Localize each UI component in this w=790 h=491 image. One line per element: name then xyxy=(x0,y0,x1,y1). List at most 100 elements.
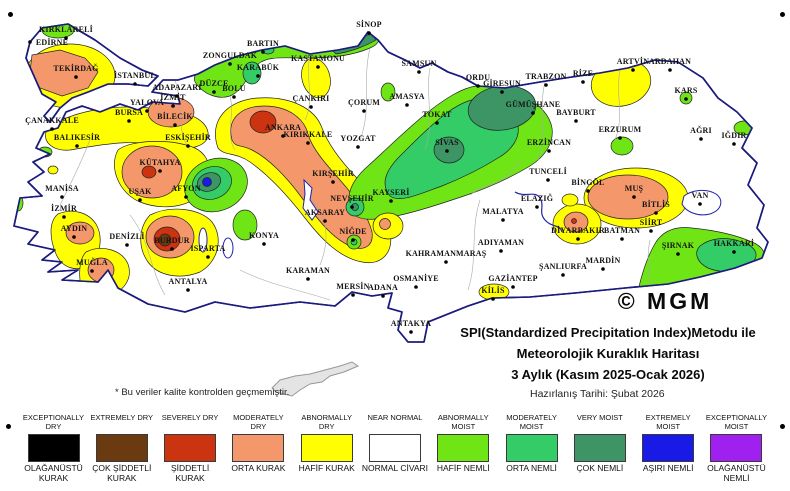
city-antalya: ANTALYA xyxy=(169,277,208,292)
legend-swatch xyxy=(95,434,148,462)
city-dot xyxy=(547,149,551,153)
city-edi̇rne: EDİRNE xyxy=(28,37,68,47)
lakes xyxy=(198,178,722,259)
city-label: YOZGAT xyxy=(340,134,376,143)
title-line-2: Meteorolojik Kuraklık Haritası xyxy=(516,346,700,361)
city-label: MALATYA xyxy=(482,207,523,216)
city-label: KASTAMONU xyxy=(291,54,345,63)
legend-label-en: MODERATELY DRY xyxy=(233,413,284,431)
legend-label-tr: NORMAL CİVARI xyxy=(361,463,429,473)
turkey-map: KIRKLARELİ EDİRNE TEKİRDAĞ İSTANBUL ADAPAZAR… xyxy=(13,19,769,397)
city-label: SİVAS xyxy=(435,137,459,147)
city-samsun: SAMSUN xyxy=(402,59,436,74)
region-karabuk-moderately-moist xyxy=(242,61,262,85)
city-dot xyxy=(581,80,585,84)
city-label: MUŞ xyxy=(625,184,644,193)
city-kastamonu: KASTAMONU xyxy=(291,54,345,69)
city-erzurum: ERZURUM xyxy=(599,125,642,140)
city-label: AĞRI xyxy=(690,125,712,135)
city-gi̇resun: GİRESUN xyxy=(483,78,521,94)
city-label: ERZURUM xyxy=(599,125,642,134)
city-label: DENİZLİ xyxy=(109,231,144,241)
city-label: İZMİR xyxy=(51,203,77,213)
city-batman: BATMAN xyxy=(604,226,640,241)
city-label: ARTVİN xyxy=(617,56,650,66)
city-dot xyxy=(444,260,448,264)
legend-label-tr: AŞIRI NEMLİ xyxy=(642,463,694,473)
city-dot xyxy=(435,121,439,125)
city-label: İZMİT xyxy=(160,92,186,102)
city-label: BARTIN xyxy=(247,39,279,48)
coastline-overlay xyxy=(13,23,769,343)
city-kirklareli̇: KIRKLARELİ xyxy=(39,24,93,40)
city-label: ŞANLIURFA xyxy=(539,262,587,271)
city-dot xyxy=(316,65,320,69)
city-gümüşhane: GÜMÜŞHANE xyxy=(506,100,561,115)
city-dot xyxy=(127,119,131,123)
title-line-3: 3 Aylık (Kasım 2025-Ocak 2026) xyxy=(511,367,705,382)
city-dot xyxy=(62,215,66,219)
city-dot xyxy=(133,82,137,86)
city-şanliurfa: ŞANLIURFA xyxy=(539,262,587,277)
legend-item-1: EXTREMELY DRY ÇOK ŞİDDETLİ KURAK xyxy=(88,413,155,483)
city-label: EDİRNE xyxy=(36,37,68,47)
city-dot xyxy=(561,273,565,277)
city-dot xyxy=(306,277,310,281)
city-dot xyxy=(367,31,371,35)
legend-swatch xyxy=(505,434,558,462)
city-label: AFYON xyxy=(171,184,200,193)
city-van: VAN xyxy=(692,191,708,206)
lake-beysehir xyxy=(222,237,234,259)
city-label: SİNOP xyxy=(356,19,381,29)
city-dot xyxy=(684,97,688,101)
city-balikesi̇r: BALIKESİR xyxy=(54,132,100,148)
city-dot xyxy=(323,219,327,223)
city-dot xyxy=(389,199,393,203)
city-label: ESKİŞEHİR xyxy=(165,132,211,142)
city-burdur: BURDUR xyxy=(154,236,190,251)
city-label: OSMANİYE xyxy=(393,273,439,283)
city-label: ANKARA xyxy=(265,123,301,132)
legend-label-en: EXCEPTIONALLY MOIST xyxy=(705,413,768,431)
city-dot xyxy=(331,180,335,184)
city-label: UŞAK xyxy=(128,187,152,196)
city-dot xyxy=(381,294,385,298)
legend-item-4: ABNORMALLY DRY HAFİF KURAK xyxy=(293,413,360,483)
legend-label-tr: ÇOK NEMLİ xyxy=(576,463,624,473)
region-mus-moderately-dry xyxy=(587,174,669,220)
city-eski̇şehi̇r: ESKİŞEHİR xyxy=(165,132,211,148)
city-label: ANTALYA xyxy=(169,277,208,286)
city-label: ANTAKYA xyxy=(391,319,432,328)
legend-label-en: SEVERELY DRY xyxy=(161,413,219,422)
city-label: HAKKARİ xyxy=(714,238,755,248)
cyprus-outline xyxy=(271,361,360,397)
city-mardi̇n: MARDİN xyxy=(586,255,620,271)
region-kutahya-severely-dry xyxy=(141,165,157,179)
region-manisa-west-abnormally-dry xyxy=(47,165,59,175)
title-prepared-date: Hazırlanış Tarihi: Şubat 2026 xyxy=(530,388,665,400)
city-afyon: AFYON xyxy=(171,184,201,199)
city-ordu: ORDU xyxy=(466,73,490,88)
city-label: TUNCELİ xyxy=(529,166,567,176)
city-adiyaman: ADIYAMAN xyxy=(478,238,524,253)
legend-swatch xyxy=(164,434,217,462)
city-di̇yarbakir: DİYARBAKIR xyxy=(551,225,605,241)
city-dot xyxy=(544,83,548,87)
city-çorum: ÇORUM xyxy=(348,98,380,113)
legend-label-tr: HAFİF NEMLİ xyxy=(436,463,490,473)
city-dot xyxy=(535,205,539,209)
city-label: BİNGÖL xyxy=(571,177,604,187)
legend-item-8: VERY MOIST ÇOK NEMLİ xyxy=(566,413,633,483)
city-dot xyxy=(309,105,313,109)
city-label: BOLU xyxy=(222,84,245,93)
region-erzurum-abnormally-moist xyxy=(610,136,634,156)
city-label: GÜMÜŞHANE xyxy=(506,100,561,109)
city-erzi̇ncan: ERZİNCAN xyxy=(527,137,571,153)
city-dot xyxy=(732,142,736,146)
city-label: AMASYA xyxy=(389,92,425,101)
city-label: BURSA xyxy=(115,108,143,117)
city-dot xyxy=(158,169,162,173)
city-label: BİTLİS xyxy=(642,199,670,209)
city-dot xyxy=(414,285,418,289)
city-dot xyxy=(601,267,605,271)
